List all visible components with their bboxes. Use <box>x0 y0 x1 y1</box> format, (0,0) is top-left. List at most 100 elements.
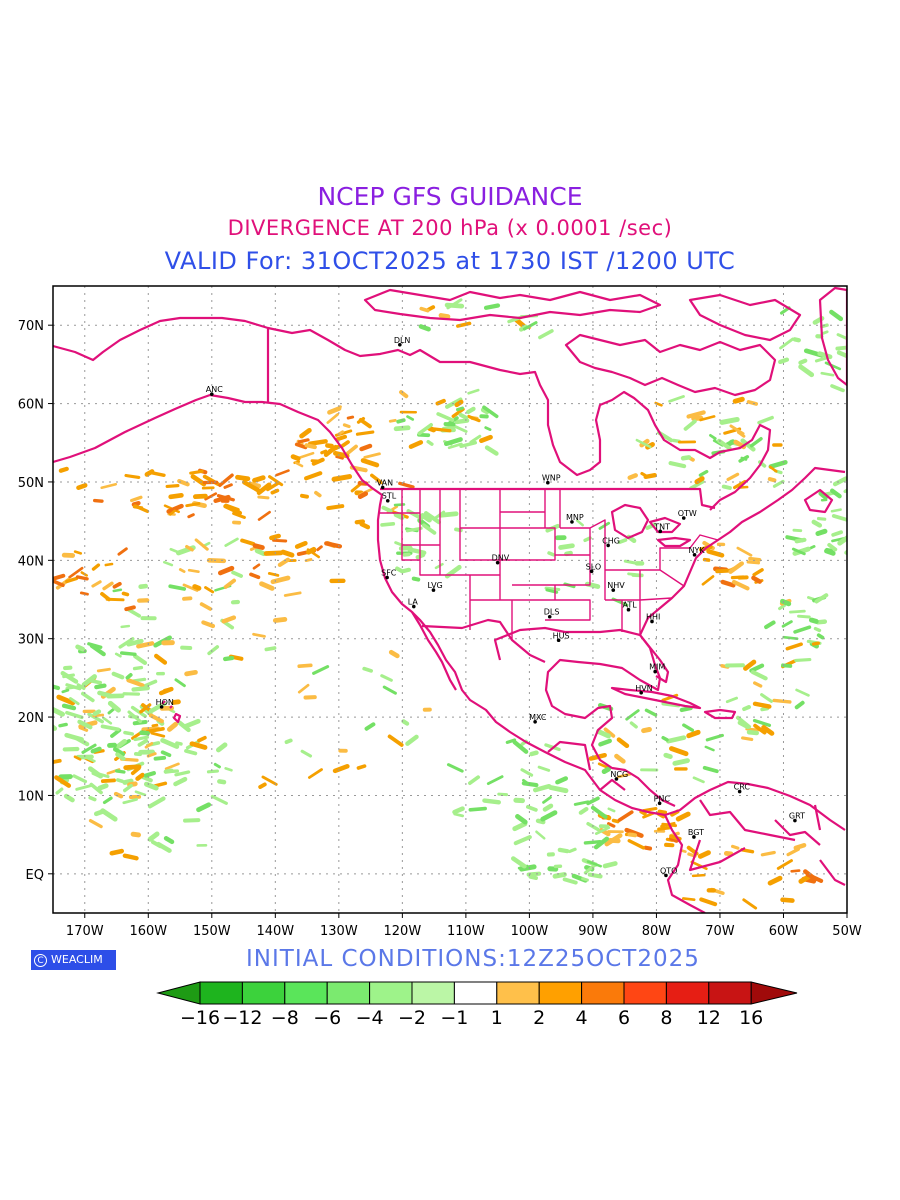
field-streak <box>151 840 163 849</box>
field-streak <box>297 663 313 669</box>
field-streak <box>363 452 381 459</box>
city-marker <box>385 575 389 580</box>
city-marker <box>533 719 537 724</box>
lon-tick-label: 50W <box>832 924 862 939</box>
hispaniola <box>703 708 737 720</box>
field-streak <box>223 483 233 489</box>
field-streak <box>87 712 104 724</box>
field-streak <box>435 398 446 406</box>
field-streak <box>627 839 646 850</box>
city-label: DNV <box>492 554 510 563</box>
field-streak <box>680 455 692 461</box>
field-streak <box>616 772 632 779</box>
field-streak <box>728 561 744 574</box>
field-streak <box>213 762 221 769</box>
city-marker <box>626 607 631 612</box>
cuba <box>610 686 702 710</box>
field-streak <box>544 586 561 591</box>
field-streak <box>145 727 165 734</box>
field-streak <box>63 793 75 803</box>
field-streak <box>89 782 103 795</box>
field-streak <box>113 791 124 799</box>
field-streak <box>307 768 323 779</box>
field-streak <box>130 495 143 503</box>
field-streak <box>104 562 114 567</box>
field-streak <box>60 670 79 684</box>
colorbar-box <box>496 981 540 1005</box>
field-streak <box>174 678 186 688</box>
field-streak <box>235 474 251 482</box>
field-streak <box>217 779 227 785</box>
field-streak <box>277 557 291 567</box>
field-streak <box>370 473 383 485</box>
field-streak <box>760 706 770 712</box>
field-streak <box>798 358 808 365</box>
field-streak <box>742 898 758 910</box>
city-marker <box>431 588 436 592</box>
field-streak <box>96 667 111 673</box>
field-streak <box>719 416 740 425</box>
field-streak <box>154 653 168 665</box>
field-streak <box>421 523 437 535</box>
field-streak <box>107 707 116 715</box>
field-streak <box>75 644 86 652</box>
field-streak <box>682 723 695 732</box>
field-streak <box>76 483 88 490</box>
field-streak <box>83 755 96 763</box>
field-streak <box>90 679 103 685</box>
field-streak <box>573 800 590 806</box>
field-streak <box>432 427 452 433</box>
field-streak <box>131 685 150 692</box>
field-streak <box>643 845 653 851</box>
field-streak <box>702 557 711 562</box>
field-streak <box>150 471 166 478</box>
field-streak <box>456 406 465 412</box>
city-label: STL <box>382 492 397 501</box>
field-streak <box>160 750 172 758</box>
field-streak <box>121 591 130 597</box>
field-streak <box>749 437 763 448</box>
city-label: HVN <box>635 684 652 693</box>
field-streak <box>807 596 815 601</box>
field-streak <box>686 729 701 739</box>
field-streak <box>111 671 125 680</box>
field-streak <box>617 810 634 822</box>
field-streak <box>183 818 201 823</box>
city-marker <box>570 520 574 524</box>
field-streak <box>593 836 610 850</box>
field-streak <box>115 778 124 784</box>
hudson-bay-islands <box>564 333 777 397</box>
field-streak <box>484 426 492 432</box>
field-streak <box>356 416 366 424</box>
field-streak <box>451 407 465 418</box>
field-streak <box>41 741 49 747</box>
field-streak <box>54 775 72 788</box>
field-streak <box>79 591 89 596</box>
city-marker <box>547 614 552 619</box>
field-streak <box>182 583 199 592</box>
field-streak <box>831 514 847 522</box>
field-streak <box>340 440 350 448</box>
city-marker <box>411 604 416 609</box>
field-streak <box>691 873 706 878</box>
field-streak <box>639 809 647 816</box>
field-streak <box>124 605 136 612</box>
field-streak <box>689 479 705 491</box>
east-coast <box>639 466 846 636</box>
field-streak <box>486 775 504 786</box>
field-streak <box>131 500 141 507</box>
field-streak <box>454 399 464 408</box>
field-streak <box>829 309 844 322</box>
field-streak <box>123 783 133 793</box>
city-label: NCG <box>610 770 628 779</box>
city-label: ATL <box>622 601 637 610</box>
field-streak <box>136 641 155 649</box>
field-streak <box>135 772 145 781</box>
lat-tick-label: 60N <box>18 398 44 413</box>
field-streak <box>768 460 788 469</box>
field-streak <box>611 818 620 824</box>
field-streak <box>604 833 623 847</box>
us-mexico-border <box>421 618 546 663</box>
field-streak <box>741 736 754 742</box>
lon-tick-label: 60W <box>769 924 799 939</box>
